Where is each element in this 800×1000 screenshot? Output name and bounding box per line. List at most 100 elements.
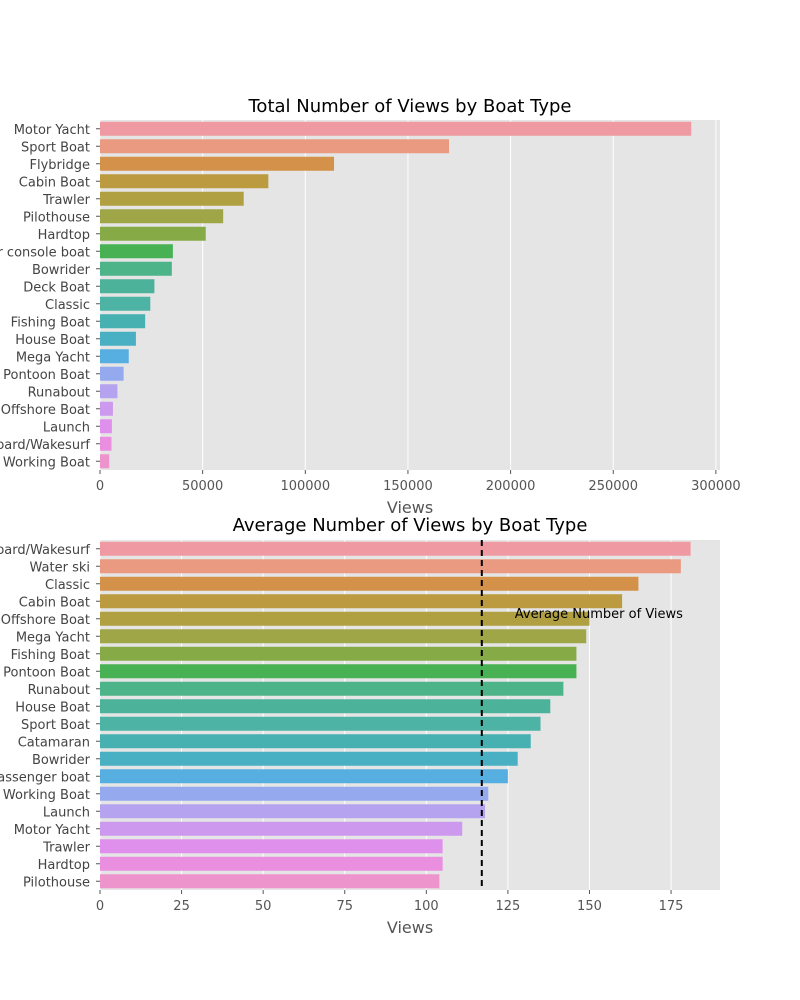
y-tick-label: Pilothouse xyxy=(23,210,90,225)
y-tick-label: Mega Yacht xyxy=(16,630,90,645)
bar xyxy=(100,156,335,171)
y-tick-label: Passenger boat xyxy=(0,770,90,785)
y-tick-label: Offshore Boat xyxy=(1,403,90,418)
x-tick-label: 200000 xyxy=(486,479,536,494)
x-tick-label: 50 xyxy=(255,899,272,914)
bar xyxy=(100,629,587,644)
bar xyxy=(100,436,112,451)
x-tick-label: 75 xyxy=(336,899,353,914)
y-tick-label: House Boat xyxy=(15,700,90,715)
y-tick-label: Fishing Boat xyxy=(11,315,90,330)
y-tick-label: Launch xyxy=(43,805,90,820)
y-tick-label: Trawler xyxy=(42,193,91,208)
x-tick-label: 25 xyxy=(173,899,190,914)
y-tick-label: Sport Boat xyxy=(21,140,90,155)
x-tick-label: 150 xyxy=(577,899,602,914)
bar xyxy=(100,244,173,259)
y-tick-label: Classic xyxy=(45,298,90,313)
x-axis-label: Views xyxy=(387,918,433,937)
bar xyxy=(100,839,443,854)
bar xyxy=(100,191,244,206)
plot-area xyxy=(100,540,720,890)
x-tick-label: 100000 xyxy=(280,479,330,494)
bar xyxy=(100,594,623,609)
average-views-chart: Average Number of Views by Boat Type Wak… xyxy=(0,515,720,937)
y-tick-label: Trawler xyxy=(42,840,91,855)
y-tick-label: Catamaran xyxy=(18,735,90,750)
y-tick-label: Motor Yacht xyxy=(14,823,90,838)
x-tick-labels: 0 50000 100000 150000 200000 250000 300000 xyxy=(96,470,741,494)
y-tick-label: Classic xyxy=(45,578,90,593)
chart-title: Total Number of Views by Boat Type xyxy=(248,96,572,117)
total-views-chart: Total Number of Views by Boat Type Motor… xyxy=(0,96,741,517)
y-tick-label: Bowrider xyxy=(32,263,91,278)
y-tick-labels: Motor Yacht Sport Boat Flybridge Cabin Boat… xyxy=(0,123,100,470)
bar xyxy=(100,261,172,276)
y-tick-label: Fishing Boat xyxy=(11,648,90,663)
bar xyxy=(100,226,206,241)
y-tick-label: Offshore Boat xyxy=(1,613,90,628)
bar xyxy=(100,559,681,574)
y-tick-label: Cabin Boat xyxy=(19,595,90,610)
y-tick-label: Hardtop xyxy=(38,228,90,243)
x-tick-label: 300000 xyxy=(691,479,741,494)
x-tick-label: 250000 xyxy=(588,479,638,494)
bar xyxy=(100,769,508,784)
bar xyxy=(100,349,129,364)
bar xyxy=(100,139,450,154)
y-tick-labels: Wakeboard/Wakesurf Water ski Classic Cabin … xyxy=(0,543,100,890)
bar xyxy=(100,384,118,399)
bar xyxy=(100,786,489,801)
bar xyxy=(100,121,692,136)
y-tick-label: Deck Boat xyxy=(23,280,90,295)
bar xyxy=(100,646,577,661)
bar xyxy=(100,751,518,766)
bar xyxy=(100,716,541,731)
bar xyxy=(100,856,443,871)
bars xyxy=(100,121,692,469)
y-tick-label: Pilothouse xyxy=(23,875,90,890)
bar xyxy=(100,401,113,416)
bar xyxy=(100,296,151,311)
bar xyxy=(100,611,590,626)
x-tick-label: 175 xyxy=(659,899,684,914)
x-tick-label: 150000 xyxy=(383,479,433,494)
y-tick-label: Sport Boat xyxy=(21,718,90,733)
bar xyxy=(100,454,110,469)
bar xyxy=(100,821,463,836)
plot-area xyxy=(100,120,720,470)
bar xyxy=(100,699,551,714)
bar xyxy=(100,331,136,346)
bar xyxy=(100,174,269,189)
bar xyxy=(100,734,531,749)
chart-title: Average Number of Views by Boat Type xyxy=(233,515,588,536)
y-tick-label: Hardtop xyxy=(38,858,90,873)
x-tick-label: 0 xyxy=(96,899,104,914)
y-tick-label: House Boat xyxy=(15,333,90,348)
y-tick-label: Center console boat xyxy=(0,245,90,260)
y-tick-label: Mega Yacht xyxy=(16,350,90,365)
bar xyxy=(100,804,486,819)
reference-line-label: Average Number of Views xyxy=(515,607,683,622)
y-tick-label: Pontoon Boat xyxy=(3,665,90,680)
bar xyxy=(100,874,440,889)
x-tick-label: 125 xyxy=(495,899,520,914)
x-tick-label: 0 xyxy=(96,479,104,494)
y-tick-label: Motor Yacht xyxy=(14,123,90,138)
bar xyxy=(100,419,112,434)
x-tick-label: 50000 xyxy=(182,479,223,494)
x-tick-label: 100 xyxy=(414,899,439,914)
bar xyxy=(100,314,146,329)
y-tick-label: Cabin Boat xyxy=(19,175,90,190)
y-tick-label: Runabout xyxy=(28,683,90,698)
bars xyxy=(100,541,691,889)
x-tick-labels: 0 25 50 75 100 125 150 175 xyxy=(96,890,684,914)
y-tick-label: Wakeboard/Wakesurf xyxy=(0,438,90,453)
y-tick-label: Pontoon Boat xyxy=(3,368,90,383)
bar xyxy=(100,664,577,679)
bar xyxy=(100,576,639,591)
bar xyxy=(100,209,224,224)
bar xyxy=(100,366,124,381)
y-tick-label: Bowrider xyxy=(32,753,91,768)
